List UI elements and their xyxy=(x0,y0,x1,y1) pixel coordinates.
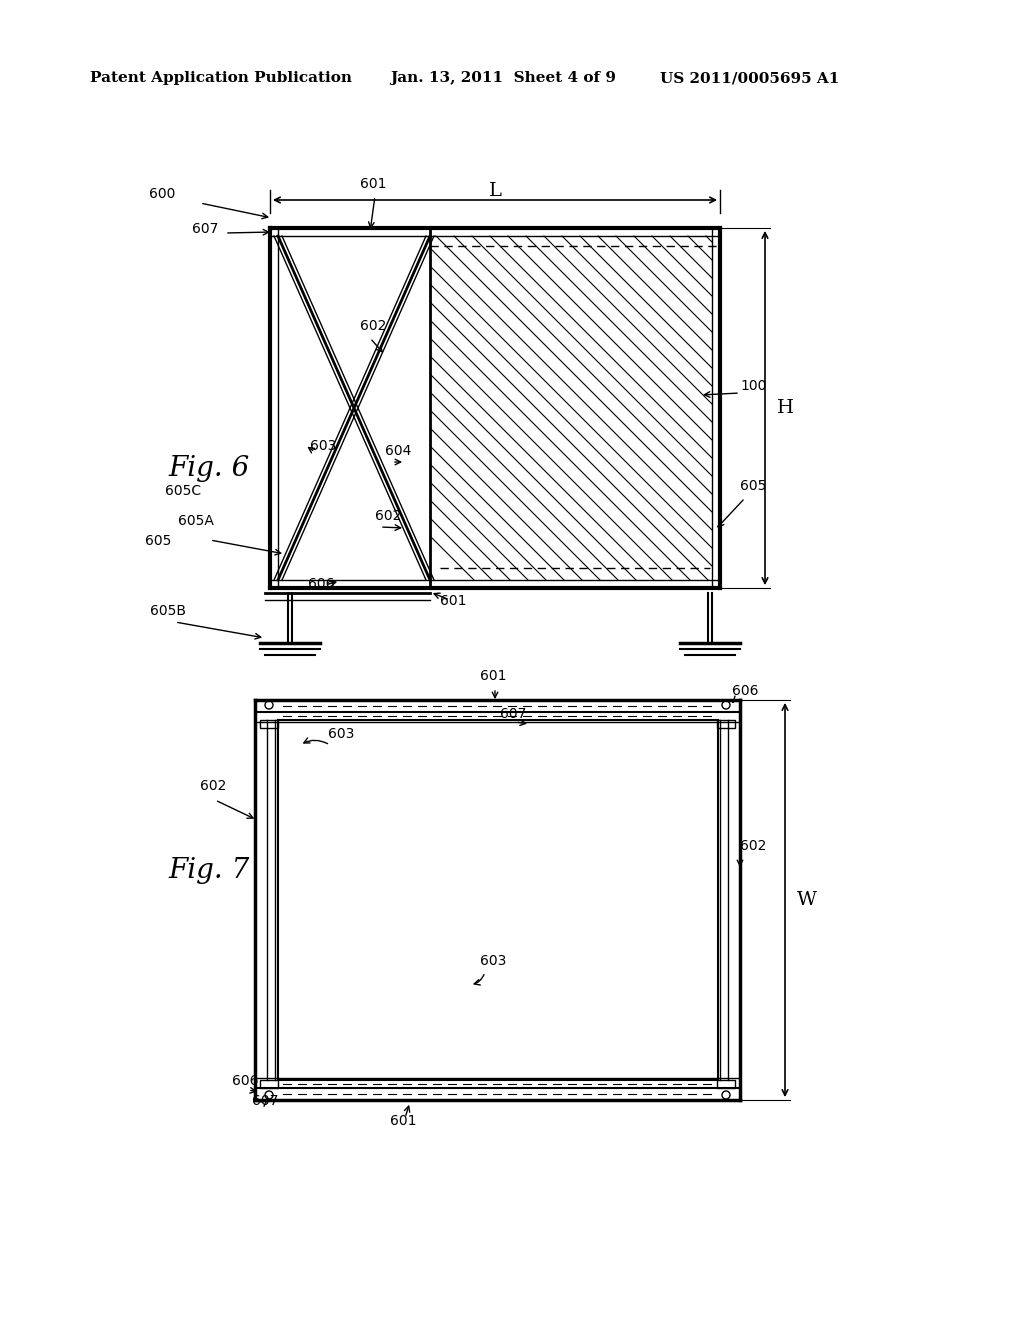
Text: H: H xyxy=(777,399,794,417)
Text: Jan. 13, 2011  Sheet 4 of 9: Jan. 13, 2011 Sheet 4 of 9 xyxy=(390,71,616,84)
Bar xyxy=(260,719,278,729)
Text: 600: 600 xyxy=(148,187,175,201)
Text: 601: 601 xyxy=(360,177,386,191)
Text: 605: 605 xyxy=(145,535,171,548)
Text: 601: 601 xyxy=(440,594,467,609)
Bar xyxy=(260,1080,278,1088)
Text: 606: 606 xyxy=(732,684,759,698)
Text: 603: 603 xyxy=(310,440,336,453)
Text: 607: 607 xyxy=(191,222,218,236)
Text: 605B: 605B xyxy=(150,605,186,618)
Text: 602: 602 xyxy=(740,840,766,853)
Text: 607: 607 xyxy=(252,1094,279,1107)
Text: Fig. 6: Fig. 6 xyxy=(168,454,249,482)
Text: Patent Application Publication: Patent Application Publication xyxy=(90,71,352,84)
Text: 601: 601 xyxy=(480,669,507,682)
Text: Fig. 7: Fig. 7 xyxy=(168,857,249,883)
Text: 605C: 605C xyxy=(165,484,201,498)
Text: 602: 602 xyxy=(360,319,386,333)
Bar xyxy=(717,1080,735,1088)
Text: 603: 603 xyxy=(480,954,507,968)
Text: 100: 100 xyxy=(740,379,766,393)
Text: 605A: 605A xyxy=(178,513,214,528)
Text: 606: 606 xyxy=(232,1074,258,1088)
Text: 602: 602 xyxy=(375,510,401,523)
Text: 605: 605 xyxy=(740,479,766,492)
Text: 606: 606 xyxy=(308,577,335,591)
Text: 603: 603 xyxy=(328,727,354,741)
Text: 601: 601 xyxy=(390,1114,417,1129)
Text: W: W xyxy=(797,891,817,909)
Text: 607: 607 xyxy=(500,708,526,721)
Bar xyxy=(717,719,735,729)
Text: L: L xyxy=(488,182,502,201)
Text: 602: 602 xyxy=(200,779,226,793)
Text: US 2011/0005695 A1: US 2011/0005695 A1 xyxy=(660,71,840,84)
Text: 604: 604 xyxy=(385,444,412,458)
